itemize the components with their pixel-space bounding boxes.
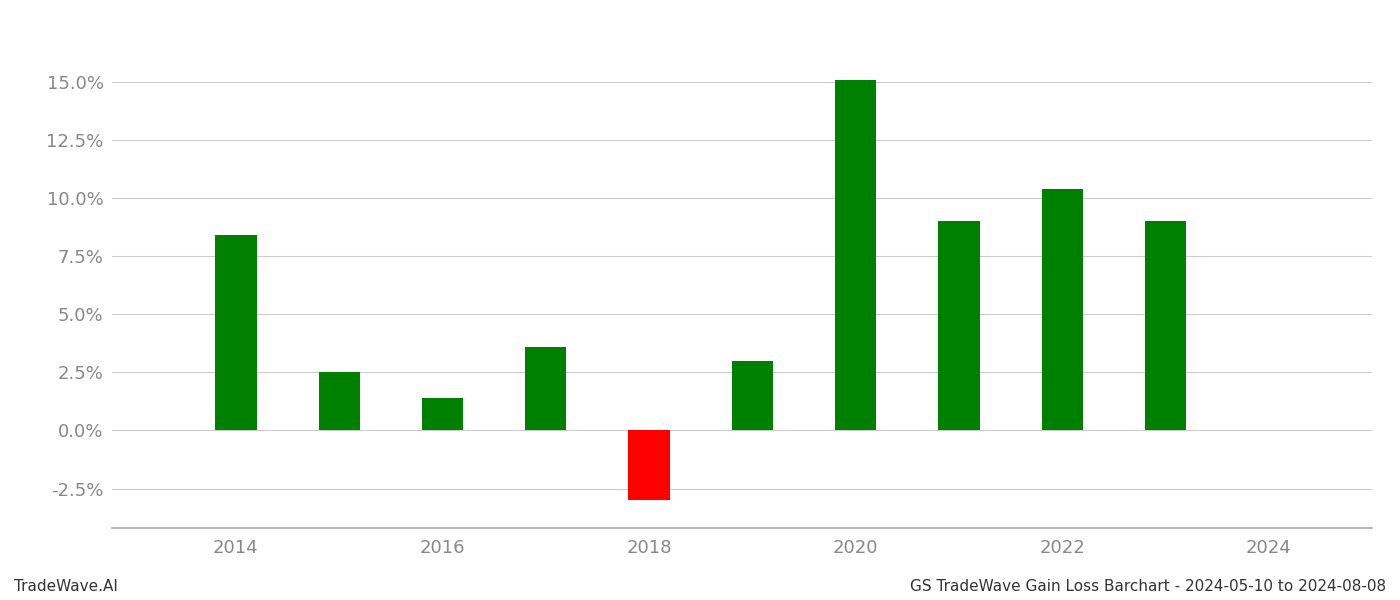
Text: GS TradeWave Gain Loss Barchart - 2024-05-10 to 2024-08-08: GS TradeWave Gain Loss Barchart - 2024-0… — [910, 579, 1386, 594]
Bar — [938, 221, 980, 430]
Bar — [629, 430, 669, 500]
Bar — [834, 80, 876, 430]
Bar — [1042, 189, 1082, 430]
Bar — [216, 235, 256, 430]
Text: TradeWave.AI: TradeWave.AI — [14, 579, 118, 594]
Bar — [1145, 221, 1186, 430]
Bar — [319, 373, 360, 430]
Bar — [525, 347, 567, 430]
Bar — [732, 361, 773, 430]
Bar — [421, 398, 463, 430]
